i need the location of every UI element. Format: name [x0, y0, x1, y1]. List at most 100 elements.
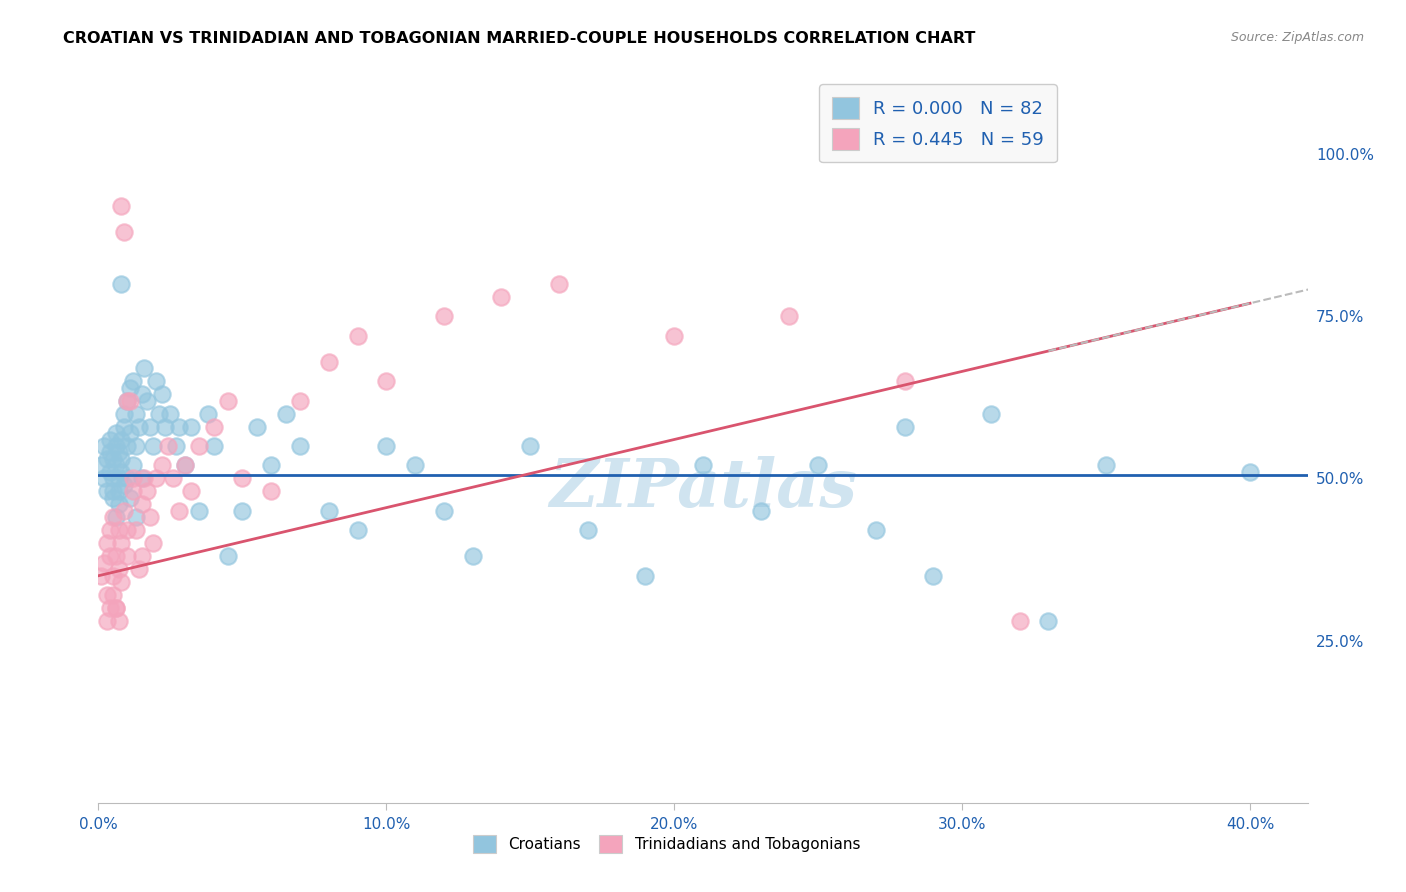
Point [115, 549, 138, 564]
Point [96, 536, 118, 550]
Point [318, 354, 340, 368]
Point [664, 328, 686, 343]
Point [96, 588, 118, 602]
Point [122, 471, 145, 485]
Point [110, 465, 132, 479]
Point [139, 419, 162, 434]
Point [162, 471, 184, 485]
Point [893, 419, 915, 434]
Point [115, 524, 138, 538]
Point [433, 504, 456, 518]
Point [165, 439, 187, 453]
Point [893, 374, 915, 388]
Point [173, 458, 195, 473]
Point [865, 524, 887, 538]
Point [142, 439, 165, 453]
Point [110, 199, 132, 213]
Text: CROATIAN VS TRINIDADIAN AND TOBAGONIAN MARRIED-COUPLE HOUSEHOLDS CORRELATION CHA: CROATIAN VS TRINIDADIAN AND TOBAGONIAN M… [63, 31, 976, 46]
Point [98, 549, 121, 564]
Point [136, 393, 159, 408]
Point [110, 575, 132, 590]
Point [131, 497, 153, 511]
Point [107, 484, 129, 499]
Point [922, 568, 945, 582]
Point [461, 549, 484, 564]
Point [150, 387, 173, 401]
Point [576, 524, 599, 538]
Point [120, 425, 142, 440]
Point [115, 439, 138, 453]
Point [173, 458, 195, 473]
Point [1239, 465, 1261, 479]
Point [104, 549, 127, 564]
Point [107, 471, 129, 485]
Point [548, 277, 571, 291]
Point [101, 452, 124, 467]
Point [260, 458, 283, 473]
Point [93, 556, 115, 570]
Point [980, 407, 1002, 421]
Point [274, 407, 297, 421]
Point [120, 381, 142, 395]
Point [260, 484, 283, 499]
Point [145, 374, 167, 388]
Point [150, 458, 173, 473]
Point [98, 601, 121, 615]
Point [90, 458, 112, 473]
Point [159, 407, 181, 421]
Point [110, 277, 132, 291]
Point [346, 524, 368, 538]
Point [778, 310, 800, 324]
Point [197, 407, 219, 421]
Point [153, 419, 176, 434]
Point [156, 439, 179, 453]
Legend: Croatians, Trinidadians and Tobagonians: Croatians, Trinidadians and Tobagonians [467, 829, 866, 859]
Point [148, 407, 170, 421]
Point [692, 458, 714, 473]
Point [202, 439, 225, 453]
Point [115, 393, 138, 408]
Point [519, 439, 541, 453]
Point [122, 374, 145, 388]
Point [110, 452, 132, 467]
Point [217, 393, 239, 408]
Point [128, 562, 150, 576]
Point [112, 225, 135, 239]
Point [98, 465, 121, 479]
Point [110, 433, 132, 447]
Text: Source: ZipAtlas.com: Source: ZipAtlas.com [1230, 31, 1364, 45]
Point [104, 425, 127, 440]
Point [231, 471, 253, 485]
Point [104, 601, 127, 615]
Point [188, 504, 211, 518]
Point [131, 471, 153, 485]
Point [125, 524, 148, 538]
Point [131, 387, 153, 401]
Point [101, 491, 124, 505]
Point [375, 374, 398, 388]
Point [90, 568, 112, 582]
Point [134, 361, 156, 376]
Point [101, 588, 124, 602]
Point [180, 419, 202, 434]
Point [101, 568, 124, 582]
Point [120, 393, 142, 408]
Point [139, 510, 162, 524]
Point [131, 549, 153, 564]
Point [202, 419, 225, 434]
Point [112, 478, 135, 492]
Point [1038, 614, 1060, 628]
Point [104, 510, 127, 524]
Point [125, 439, 148, 453]
Point [104, 601, 127, 615]
Point [375, 439, 398, 453]
Point [634, 568, 657, 582]
Point [107, 614, 129, 628]
Point [128, 419, 150, 434]
Point [231, 504, 253, 518]
Text: ZIPatlas: ZIPatlas [550, 457, 856, 521]
Point [96, 452, 118, 467]
Point [136, 484, 159, 499]
Point [134, 471, 156, 485]
Point [112, 504, 135, 518]
